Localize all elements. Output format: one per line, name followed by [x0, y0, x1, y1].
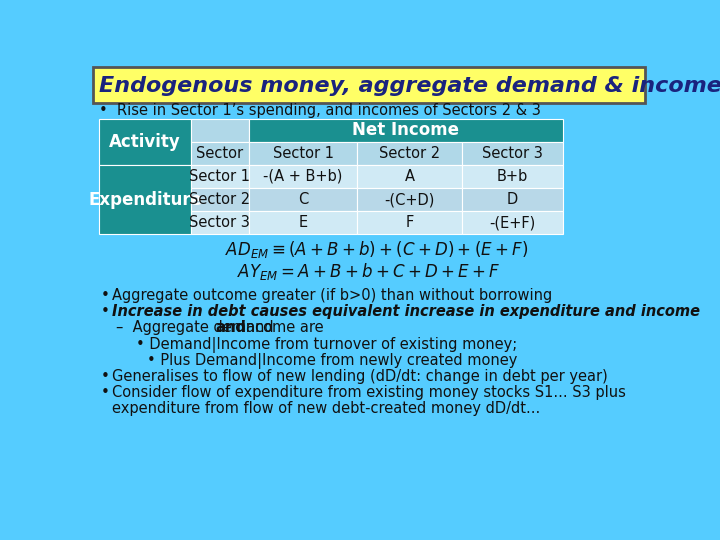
- Text: $AY_{EM} = A+B+b+C+D+E+F$: $AY_{EM} = A+B+b+C+D+E+F$: [238, 261, 500, 282]
- Text: D: D: [507, 192, 518, 207]
- FancyBboxPatch shape: [191, 165, 249, 188]
- FancyBboxPatch shape: [249, 142, 357, 165]
- Text: • Demand|Income from turnover of existing money;: • Demand|Income from turnover of existin…: [137, 336, 518, 353]
- Text: Net Income: Net Income: [352, 122, 459, 139]
- Text: Sector: Sector: [197, 146, 243, 161]
- FancyBboxPatch shape: [249, 119, 563, 142]
- FancyBboxPatch shape: [462, 211, 563, 234]
- Text: –  Aggregate demand: – Aggregate demand: [117, 320, 279, 335]
- Text: Aggregate outcome greater (if b>0) than without borrowing: Aggregate outcome greater (if b>0) than …: [112, 288, 552, 303]
- Text: -(A + B+b): -(A + B+b): [264, 169, 343, 184]
- FancyBboxPatch shape: [99, 165, 191, 234]
- FancyBboxPatch shape: [191, 188, 249, 211]
- FancyBboxPatch shape: [249, 211, 357, 234]
- FancyBboxPatch shape: [357, 165, 462, 188]
- Text: A: A: [405, 169, 415, 184]
- FancyBboxPatch shape: [462, 142, 563, 165]
- Text: Consider flow of expenditure from existing money stocks S1... S3 plus: Consider flow of expenditure from existi…: [112, 385, 626, 400]
- Text: -(C+D): -(C+D): [384, 192, 435, 207]
- Text: E: E: [299, 215, 307, 230]
- Text: Sector 3: Sector 3: [482, 146, 543, 161]
- Text: and: and: [215, 320, 246, 335]
- Text: C: C: [298, 192, 308, 207]
- Text: •  Rise in Sector 1’s spending, and incomes of Sectors 2 & 3: • Rise in Sector 1’s spending, and incom…: [99, 104, 541, 118]
- FancyBboxPatch shape: [191, 142, 249, 165]
- FancyBboxPatch shape: [249, 188, 357, 211]
- Text: Sector 3: Sector 3: [189, 215, 251, 230]
- Text: Sector 2: Sector 2: [379, 146, 440, 161]
- Text: B+b: B+b: [497, 169, 528, 184]
- FancyBboxPatch shape: [357, 211, 462, 234]
- Text: Endogenous money, aggregate demand & income: Endogenous money, aggregate demand & inc…: [99, 76, 720, 96]
- FancyBboxPatch shape: [249, 165, 357, 188]
- Text: expenditure from flow of new debt-created money dD/dt...: expenditure from flow of new debt-create…: [112, 401, 540, 416]
- FancyBboxPatch shape: [462, 165, 563, 188]
- FancyBboxPatch shape: [357, 188, 462, 211]
- Text: Increase in debt causes equivalent increase in expenditure and income: Increase in debt causes equivalent incre…: [112, 304, 700, 319]
- Text: Sector 1: Sector 1: [189, 169, 251, 184]
- Text: -(E+F): -(E+F): [490, 215, 536, 230]
- Text: $AD_{EM} \equiv (A+B+b)+(C+D)+(E+F)$: $AD_{EM} \equiv (A+B+b)+(C+D)+(E+F)$: [225, 239, 528, 260]
- Text: Sector 1: Sector 1: [273, 146, 333, 161]
- FancyBboxPatch shape: [357, 142, 462, 165]
- Text: •: •: [101, 288, 109, 303]
- FancyBboxPatch shape: [93, 67, 645, 103]
- Text: income are: income are: [238, 320, 324, 335]
- Text: Expenditure: Expenditure: [88, 191, 202, 208]
- FancyBboxPatch shape: [462, 188, 563, 211]
- Text: • Plus Demand|Income from newly created money: • Plus Demand|Income from newly created …: [148, 353, 518, 369]
- Text: •: •: [101, 385, 109, 400]
- FancyBboxPatch shape: [99, 119, 191, 165]
- Text: Generalises to flow of new lending (dD/dt: change in debt per year): Generalises to flow of new lending (dD/d…: [112, 369, 608, 384]
- Text: •: •: [101, 369, 109, 384]
- Text: Sector 2: Sector 2: [189, 192, 251, 207]
- Text: Activity: Activity: [109, 133, 181, 151]
- Text: •: •: [101, 304, 109, 319]
- Text: F: F: [405, 215, 414, 230]
- FancyBboxPatch shape: [191, 119, 249, 142]
- FancyBboxPatch shape: [191, 211, 249, 234]
